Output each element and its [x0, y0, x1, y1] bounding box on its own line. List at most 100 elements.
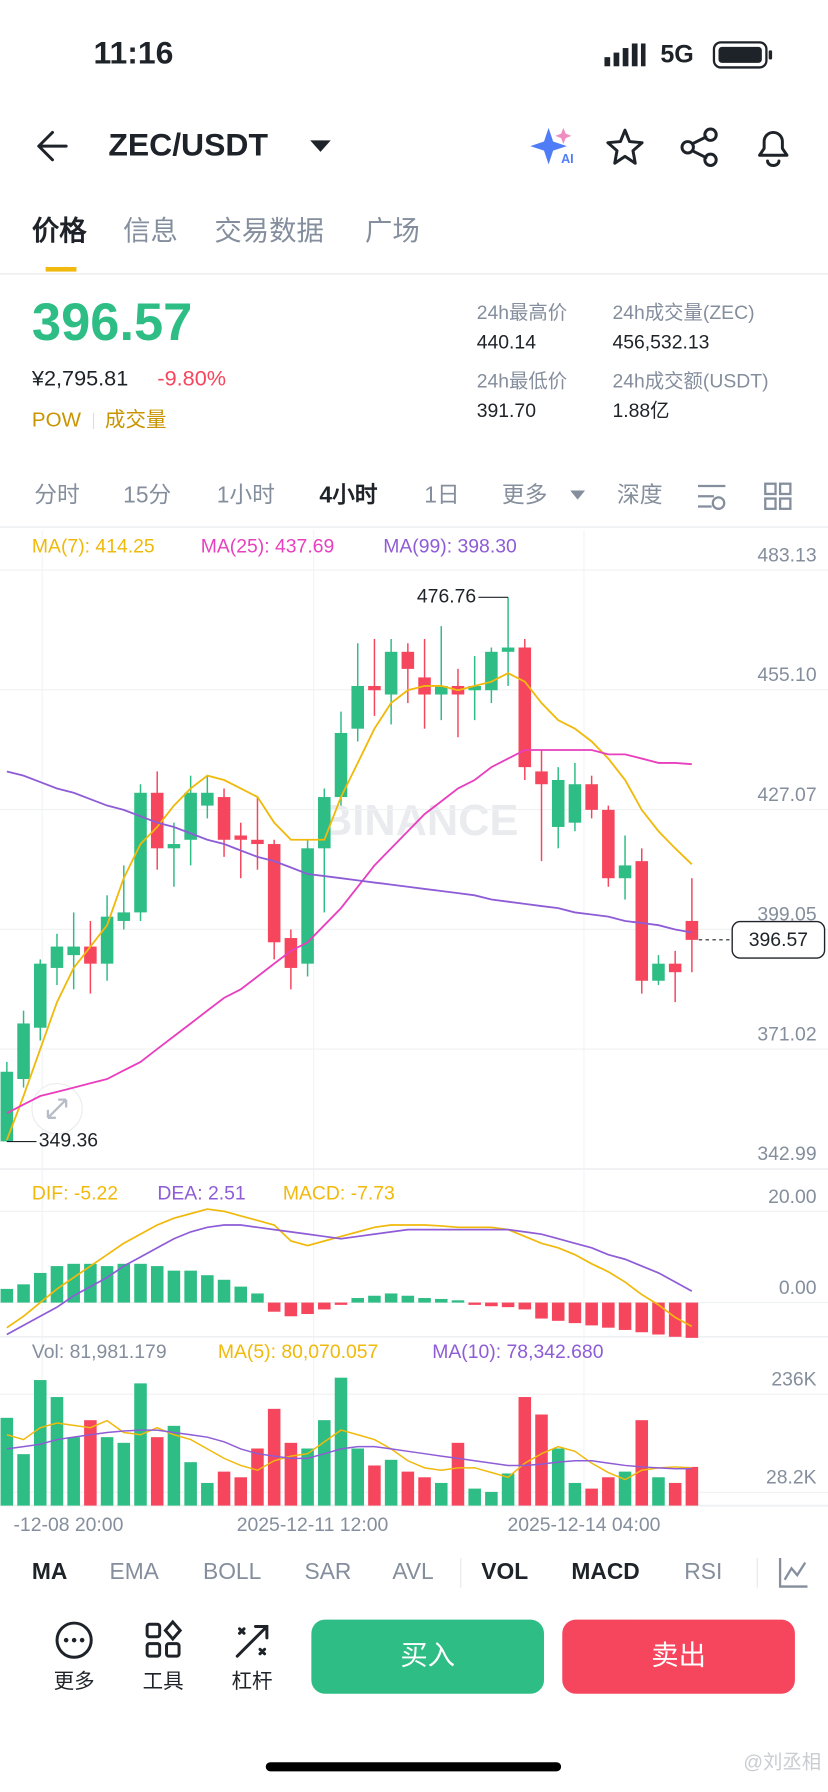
- indicator-tab[interactable]: AVL: [392, 1558, 433, 1584]
- ma-line: [6, 749, 692, 1114]
- candle-body: [234, 835, 248, 840]
- indicator-tab[interactable]: MA: [32, 1558, 67, 1584]
- macd-bar: [33, 1272, 47, 1303]
- interval[interactable]: 15分: [123, 481, 171, 507]
- home-indicator: [265, 1762, 562, 1772]
- volume-bar: [518, 1397, 532, 1506]
- tag[interactable]: POW: [32, 408, 82, 431]
- y-tick-label: 236K: [771, 1369, 816, 1391]
- tab-indicator: [45, 267, 77, 272]
- ai-badge: AI: [561, 152, 574, 166]
- tab[interactable]: 信息: [123, 215, 178, 246]
- more-button[interactable]: [55, 1621, 93, 1659]
- interval[interactable]: 4小时: [319, 481, 377, 507]
- indicator-settings[interactable]: [778, 1558, 808, 1588]
- macd-bar: [602, 1302, 615, 1328]
- action-label[interactable]: 工具: [143, 1670, 184, 1693]
- layout-icon[interactable]: [764, 482, 792, 510]
- ma-line: [5, 672, 693, 1141]
- macd-legend: DEA: 2.51: [157, 1182, 245, 1204]
- candle-body: [384, 651, 398, 695]
- volume-bar: [100, 1437, 114, 1506]
- y-tick-label: 483.13: [757, 545, 816, 567]
- candle-body: [401, 651, 415, 669]
- candle-body: [318, 797, 331, 849]
- candle-body: [602, 809, 615, 879]
- share-button[interactable]: [680, 127, 718, 167]
- alert-button[interactable]: [758, 130, 789, 167]
- macd-bar: [334, 1302, 348, 1305]
- indicator-tab[interactable]: BOLL: [203, 1558, 261, 1584]
- volume-bar: [301, 1448, 314, 1506]
- volume-bar: [368, 1465, 381, 1506]
- macd-bar: [551, 1302, 565, 1321]
- favorite-button[interactable]: [606, 128, 644, 165]
- interval[interactable]: 更多: [502, 481, 548, 507]
- candle-body: [267, 844, 281, 943]
- low-label: 349.36: [39, 1130, 98, 1152]
- interval[interactable]: 深度: [617, 481, 663, 507]
- macd-bar: [418, 1298, 431, 1303]
- stat-label: 24h成交额(USDT): [612, 370, 768, 392]
- volume-bar: [652, 1477, 665, 1506]
- tag[interactable]: 成交量: [105, 408, 167, 431]
- indicator-tab[interactable]: EMA: [109, 1558, 159, 1584]
- macd-bar: [585, 1302, 598, 1326]
- candle-body: [485, 651, 498, 691]
- volume-bar: [184, 1462, 197, 1506]
- back-button[interactable]: [37, 130, 68, 162]
- candle-body: [368, 685, 381, 691]
- tab[interactable]: 交易数据: [214, 215, 323, 246]
- candle-body: [150, 792, 164, 849]
- volume-bar: [384, 1459, 398, 1506]
- tab[interactable]: 广场: [365, 215, 420, 246]
- y-tick-label: 455.10: [757, 664, 816, 686]
- volume-bar: [585, 1488, 598, 1506]
- volume-bar: [351, 1448, 364, 1506]
- action-label[interactable]: 杠杆: [232, 1670, 273, 1693]
- buy-label[interactable]: 买入: [400, 1640, 455, 1671]
- indicator-tab[interactable]: RSI: [684, 1558, 722, 1584]
- interval[interactable]: 分时: [34, 481, 80, 507]
- interval[interactable]: 1日: [424, 481, 459, 507]
- indicator-tab[interactable]: VOL: [481, 1558, 528, 1584]
- indicator-tab[interactable]: MACD: [571, 1558, 639, 1584]
- interval[interactable]: 1小时: [217, 481, 275, 507]
- pair-dropdown[interactable]: [310, 140, 331, 152]
- macd-bar: [518, 1302, 532, 1310]
- tab[interactable]: 价格: [32, 215, 87, 246]
- volume-bar: [50, 1397, 64, 1506]
- candle-body: [33, 963, 47, 1028]
- candle-body: [251, 839, 264, 845]
- y-tick-label: 399.05: [757, 904, 816, 926]
- volume-bar: [84, 1420, 97, 1506]
- sell-button[interactable]: [562, 1619, 795, 1694]
- last-price-tag: [731, 920, 826, 959]
- candle-body: [652, 963, 665, 981]
- leverage-button[interactable]: [235, 1625, 269, 1658]
- indicator-tab[interactable]: SAR: [305, 1558, 352, 1584]
- settings-icon[interactable]: [697, 484, 726, 510]
- y-tick-label: 28.2K: [766, 1467, 817, 1489]
- candle-body: [551, 779, 565, 827]
- x-tick-label: 2025-12-14 04:00: [507, 1514, 660, 1536]
- tools-button[interactable]: [145, 1619, 183, 1658]
- candle-body: [351, 685, 364, 729]
- macd-bar: [0, 1288, 14, 1303]
- candle-body: [184, 792, 197, 840]
- volume-bar: [167, 1425, 181, 1506]
- buy-button[interactable]: [311, 1619, 545, 1694]
- volume-bar: [251, 1448, 264, 1506]
- action-label[interactable]: 更多: [54, 1670, 95, 1693]
- sell-label[interactable]: 卖出: [651, 1640, 706, 1671]
- stat-label: 24h成交量(ZEC): [612, 302, 754, 324]
- pair-title[interactable]: ZEC/USDT: [108, 127, 268, 163]
- watermark: @刘丞相: [743, 1751, 821, 1773]
- volume-bar: [401, 1471, 415, 1506]
- ai-button[interactable]: AI: [530, 127, 574, 166]
- expand-button[interactable]: [31, 1083, 83, 1135]
- macd-bar: [50, 1266, 64, 1303]
- candle-body: [201, 792, 214, 806]
- macd-line: [6, 1208, 693, 1329]
- macd-bar: [234, 1286, 248, 1303]
